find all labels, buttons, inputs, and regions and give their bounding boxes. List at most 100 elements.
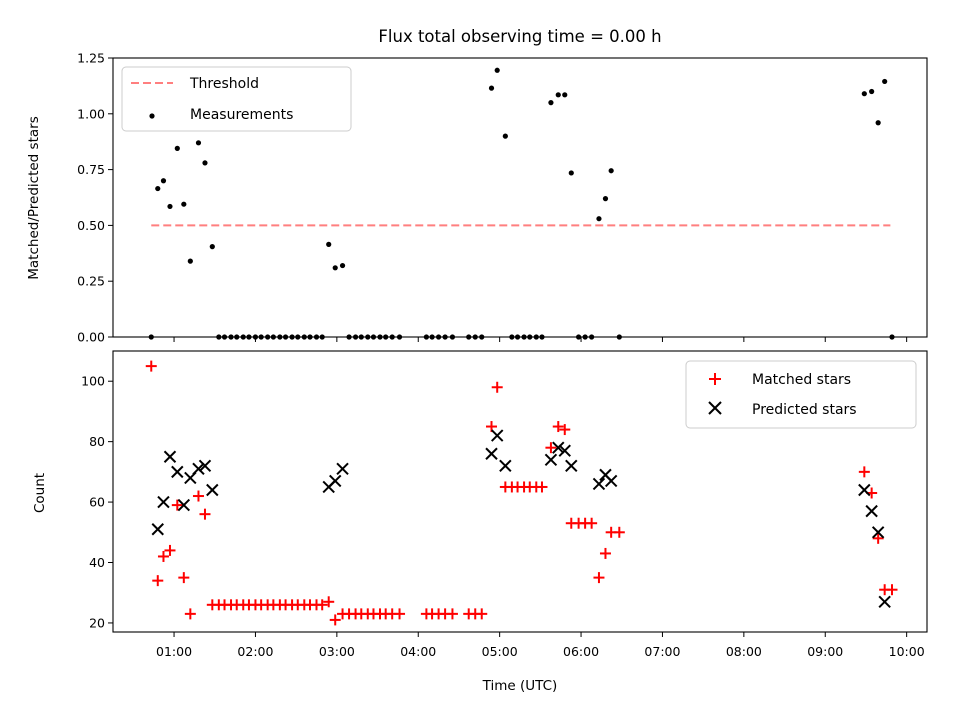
measurement-point (160, 178, 167, 184)
matched-star-marker (886, 584, 898, 596)
top-y-tick-label: 1.25 (77, 51, 105, 66)
top-plot-area (148, 67, 895, 340)
predicted-star-marker (604, 474, 618, 488)
matched-star-marker (157, 550, 169, 562)
predicted-stars-points (151, 429, 891, 608)
matched-stars-legend-swatch (709, 373, 721, 385)
matched-star-marker (323, 596, 335, 608)
measurement-point (882, 78, 888, 85)
top-y-tick-label: 0.75 (77, 162, 105, 177)
predicted-star-marker (157, 495, 170, 509)
x-axis-label: Time (UTC) (482, 678, 558, 694)
measurements-legend-swatch (149, 113, 155, 119)
top-y-tick-label: 0.00 (77, 330, 105, 345)
measurement-point (861, 91, 867, 97)
x-tick-label: 08:00 (726, 644, 762, 659)
top-y-tick-label: 1.00 (77, 106, 105, 121)
top-axes-frame (112, 57, 928, 338)
measurement-point (195, 140, 202, 146)
measurement-point (155, 185, 161, 192)
predicted-star-marker (871, 526, 885, 539)
top-y-ticks: 0.00 0.25 0.50 0.75 1.00 1.25 (77, 51, 113, 345)
predicted-star-marker (544, 453, 558, 466)
predicted-star-marker (163, 450, 177, 463)
measurement-point (174, 145, 180, 151)
x-tick-label: 02:00 (237, 644, 273, 659)
matched-star-marker (559, 424, 571, 436)
measurement-point (608, 168, 614, 174)
matched-star-marker (164, 544, 176, 556)
measurements-legend-label: Measurements (190, 107, 293, 123)
matched-star-marker (536, 481, 548, 493)
predicted-star-marker (552, 441, 565, 454)
bottom-x-ticks: 01:00 02:00 03:00 04:00 05:00 06:00 07:00 08:00… (156, 632, 925, 659)
matched-stars-legend-label: Matched stars (752, 372, 851, 388)
matched-star-marker (491, 381, 503, 393)
matched-star-marker (593, 572, 605, 584)
predicted-star-marker (171, 465, 184, 479)
x-tick-label: 05:00 (482, 644, 518, 659)
matched-star-marker (394, 608, 406, 620)
predicted-star-marker (499, 459, 512, 473)
measurement-point (332, 265, 338, 271)
predicted-star-marker (858, 483, 871, 497)
matched-star-marker (486, 421, 498, 433)
bottom-y-axis-label: Count (32, 473, 48, 513)
predicted-stars-legend-swatch (708, 401, 722, 415)
matched-star-marker (171, 499, 183, 511)
measurement-point (555, 92, 561, 98)
matched-star-marker (178, 572, 190, 584)
matched-star-marker (552, 421, 564, 433)
bottom-axes-frame (112, 350, 928, 633)
predicted-star-marker (491, 429, 504, 442)
measurement-point (875, 120, 881, 126)
measurement-point (502, 133, 508, 139)
measurement-point (568, 170, 574, 176)
matched-star-marker (329, 614, 341, 626)
measurement-point (209, 244, 215, 250)
x-tick-label: 09:00 (807, 644, 843, 659)
bottom-y-tick-label: 80 (89, 434, 105, 449)
x-tick-label: 01:00 (156, 644, 192, 659)
measurement-point (488, 85, 495, 91)
measurement-point (326, 241, 332, 247)
bottom-plot-area (145, 360, 898, 626)
matched-star-marker (545, 442, 557, 454)
x-tick-label: 10:00 (889, 644, 925, 659)
matched-star-marker (199, 508, 211, 520)
bottom-y-tick-label: 60 (89, 495, 105, 510)
bottom-y-tick-label: 100 (81, 374, 105, 389)
top-y-tick-label: 0.50 (77, 218, 105, 233)
predicted-star-marker (336, 462, 349, 476)
measurement-point (187, 258, 193, 264)
x-tick-label: 07:00 (644, 644, 680, 659)
predicted-star-marker (151, 523, 164, 536)
matched-star-marker (586, 517, 598, 529)
top-x-ticks (173, 337, 908, 342)
matched-star-marker (476, 608, 488, 620)
matched-star-marker (184, 608, 196, 620)
measurement-point (339, 262, 346, 269)
measurement-point (167, 203, 173, 210)
top-chart-title: Flux total observing time = 0.00 h (378, 27, 661, 46)
predicted-star-marker (329, 474, 342, 488)
predicted-star-marker (192, 462, 205, 476)
measurement-point (562, 92, 568, 98)
top-legend: Threshold Measurements (121, 66, 352, 132)
matched-star-marker (192, 490, 204, 502)
x-tick-label: 03:00 (319, 644, 355, 659)
matched-star-marker (152, 575, 164, 587)
bottom-legend: Matched stars Predicted stars (685, 360, 917, 429)
measurement-point (602, 196, 609, 202)
measurement-point (202, 160, 208, 166)
matched-star-marker (446, 608, 458, 620)
predicted-star-marker (206, 483, 219, 497)
matched-star-marker (599, 547, 611, 559)
matched-star-marker (872, 532, 884, 544)
threshold-legend-label: Threshold (189, 76, 259, 92)
predicted-star-marker (485, 447, 498, 460)
predicted-star-marker (878, 595, 891, 608)
predicted-star-marker (177, 498, 191, 512)
predicted-star-marker (865, 504, 878, 518)
